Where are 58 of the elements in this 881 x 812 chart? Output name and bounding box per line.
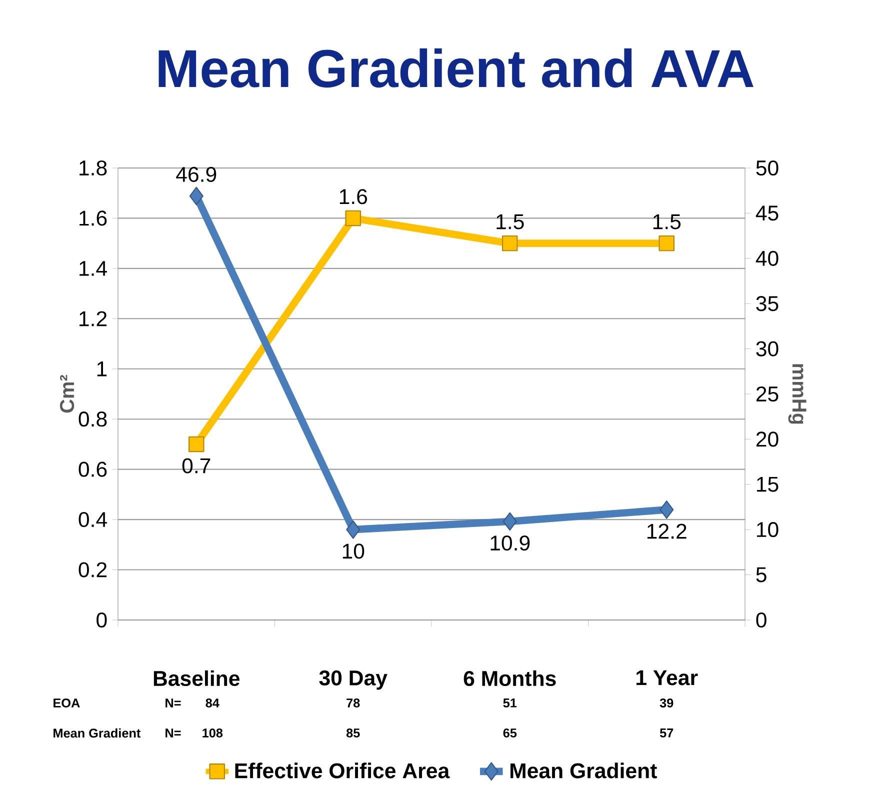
y2-tick-label: 25 [756, 386, 778, 402]
text: 85 [346, 728, 360, 738]
data-label: 1.6 [340, 189, 368, 204]
y-tick-label: 0 [96, 612, 107, 628]
x-tick-label: Baseline [154, 670, 240, 686]
point [189, 186, 204, 206]
y2-tick-label: 20 [756, 432, 778, 447]
y-tick-label: 0.6 [78, 462, 107, 477]
data-label: 10.9 [490, 536, 530, 551]
y2-tick-label: 35 [756, 296, 778, 312]
text: 78 [346, 698, 360, 708]
y-tick-label: 1 [97, 362, 107, 376]
text: EOA [54, 698, 80, 708]
point [658, 235, 674, 252]
y2-tick-label: 30 [756, 341, 778, 356]
text: 108 [202, 728, 223, 738]
text: 84 [206, 698, 220, 708]
y-tick-label: 0.8 [78, 412, 107, 427]
legend-label: Mean Gradient [510, 762, 657, 778]
text: N= [166, 698, 181, 708]
y-tick-label: 1.4 [80, 261, 107, 276]
data-label: 10 [342, 544, 364, 559]
point [502, 512, 517, 531]
data-label: 46.9 [176, 166, 216, 182]
data-label: 0.7 [182, 458, 210, 474]
data-label: 12.2 [647, 524, 686, 539]
y2-tick-label: 0 [756, 612, 766, 628]
data-label: 1.5 [653, 214, 681, 230]
y2-tick-label: 50 [756, 160, 778, 176]
text: Mean Gradient [54, 728, 141, 738]
text: 39 [660, 698, 674, 708]
y2-tick-label: 15 [757, 476, 778, 492]
point [660, 500, 674, 519]
chart-title: Mean Gradient and AVA [158, 48, 754, 88]
text: 57 [660, 728, 674, 738]
text: 51 [503, 698, 517, 708]
point [502, 235, 518, 252]
x-tick-label: 1 Year [636, 670, 698, 686]
y-tick-label: 1.2 [80, 311, 107, 326]
y-tick-label: 0.2 [78, 562, 107, 578]
text: N= [166, 728, 181, 738]
y-tick-label: 1.6 [80, 210, 107, 226]
y-axis-title: Cm² [60, 374, 74, 413]
y2-tick-label: 40 [756, 250, 778, 266]
point [345, 210, 361, 226]
x-tick-label: 6 Months [464, 670, 556, 686]
y-tick-label: 0.4 [78, 512, 107, 528]
y2-tick-label: 10 [757, 522, 778, 538]
text: 65 [503, 728, 517, 738]
y2-tick-label: 45 [756, 206, 778, 221]
y-tick-label: 1.8 [80, 160, 107, 176]
point [188, 436, 204, 452]
x-tick-label: 30 Day [319, 670, 388, 690]
y2-axis-title: mmHg [788, 364, 806, 424]
y2-tick-label: 5 [756, 567, 766, 582]
point [346, 520, 360, 539]
legend-label: Effective Orifice Area [235, 762, 450, 778]
data-label: 1.5 [496, 214, 524, 230]
